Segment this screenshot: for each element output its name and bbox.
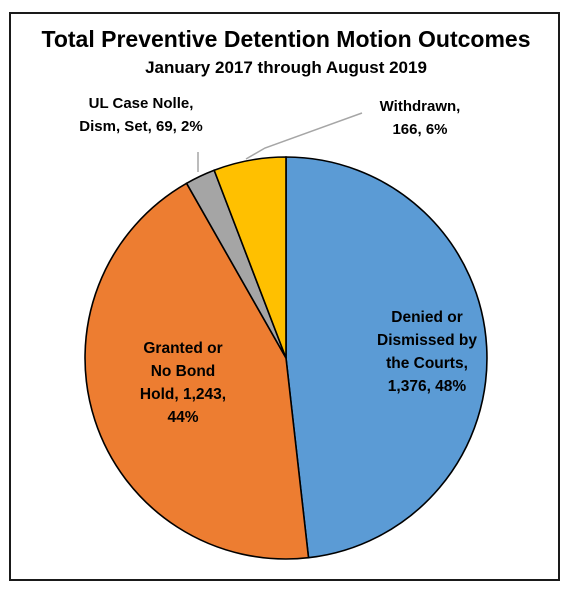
label-line: 44% [167, 409, 198, 426]
label-line: Dismissed by [377, 332, 477, 349]
label-line: Denied or [391, 309, 462, 326]
label-line: Withdrawn, [380, 98, 461, 115]
label-denied: Denied or Dismissed by the Courts, 1,376, 4… [377, 309, 477, 395]
slice-withdrawn [213, 156, 287, 359]
label-line: Hold, 1,243, [140, 386, 226, 403]
chart-title: Total Preventive Detention Motion Outcom… [41, 26, 531, 52]
label-line: No Bond [151, 363, 216, 380]
label-withdrawn: Withdrawn, 166, 6% [380, 98, 461, 138]
label-ul-case-nolle: UL Case Nolle, Dism, Set, 69, 2% [79, 95, 202, 135]
leader-line-withdrawn [245, 112, 363, 160]
label-line: the Courts, [386, 355, 468, 372]
label-line: 166, 6% [392, 121, 447, 138]
label-line: 1,376, 48% [388, 378, 467, 395]
slice-denied [285, 156, 488, 559]
label-line: Granted or [143, 340, 222, 357]
slice-granted [84, 182, 310, 560]
chart-subtitle: January 2017 through August 2019 [145, 58, 427, 77]
label-line: UL Case Nolle, [89, 95, 194, 112]
label-granted: Granted or No Bond Hold, 1,243, 44% [140, 340, 226, 426]
label-line: Dism, Set, 69, 2% [79, 118, 202, 135]
